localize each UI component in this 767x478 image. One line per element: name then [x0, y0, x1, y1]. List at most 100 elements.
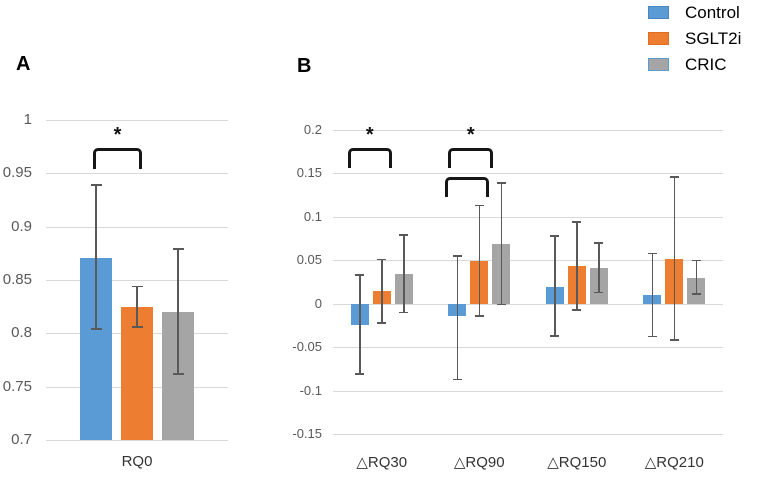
x-category-label: △RQ90	[453, 454, 505, 471]
y-tick-label: 0.9	[11, 217, 32, 235]
y-tick-label: 0.15	[296, 165, 322, 181]
y-tick-label: 0.05	[296, 252, 322, 268]
error-bar	[381, 259, 383, 323]
error-bar-cap	[131, 285, 143, 288]
significance-star: *	[365, 124, 374, 146]
legend-swatch-sglt2i-icon	[648, 32, 669, 45]
error-bar-cap	[172, 248, 184, 250]
panel-b-label: B	[297, 55, 312, 77]
significance-bracket	[445, 177, 490, 197]
gridline	[333, 303, 723, 305]
error-bar-cap	[474, 315, 484, 317]
legend: Control SGLT2i CRIC	[648, 3, 741, 81]
error-bar-cap	[355, 274, 365, 276]
gridline	[333, 260, 723, 262]
legend-item-sglt2i: SGLT2i	[648, 29, 741, 48]
bar-sglt2i-c0	[121, 306, 153, 440]
error-bar-cap	[496, 303, 506, 306]
gridline	[333, 434, 723, 435]
error-bar-cap	[594, 242, 604, 244]
error-bar	[554, 235, 556, 336]
error-bar	[673, 176, 675, 341]
gridline	[333, 347, 723, 349]
error-bar-cap	[572, 309, 582, 311]
y-tick-label: 0.95	[2, 164, 32, 182]
y-tick-label: 0.7	[11, 431, 32, 448]
gridline	[46, 440, 228, 441]
error-bar-cap	[550, 335, 560, 337]
y-tick-label: -0.1	[299, 382, 322, 398]
gridline	[333, 216, 723, 218]
legend-label-cric: CRIC	[685, 55, 727, 74]
error-bar-cap	[594, 291, 604, 294]
legend-swatch-control-icon	[648, 6, 669, 19]
error-bar-cap	[452, 255, 462, 257]
legend-label-sglt2i: SGLT2i	[685, 29, 742, 48]
legend-swatch-cric-icon	[648, 58, 669, 71]
y-tick-label: 0	[314, 295, 322, 311]
legend-item-cric: CRIC	[648, 55, 741, 74]
x-category-label: RQ0	[121, 453, 153, 470]
error-bar	[500, 182, 502, 305]
gridline	[46, 280, 228, 281]
error-bar-cap	[90, 328, 102, 330]
x-category-label: △RQ150	[547, 454, 607, 471]
y-tick-label: 0.1	[303, 208, 322, 224]
y-tick-label: -0.15	[292, 426, 322, 441]
error-bar-cap	[550, 235, 560, 237]
significance-star: *	[466, 124, 475, 146]
error-bar-cap	[172, 373, 184, 375]
error-bar	[651, 253, 653, 337]
gridline	[46, 120, 228, 121]
significance-bracket	[448, 148, 494, 168]
y-tick-label: 0.2	[303, 122, 322, 137]
gridline	[46, 226, 228, 228]
error-bar-cap	[377, 258, 387, 261]
significance-star: *	[113, 124, 122, 146]
error-bar-cap	[669, 339, 679, 341]
error-bar-cap	[669, 176, 679, 178]
error-bar	[177, 249, 179, 374]
x-category-label: △RQ210	[644, 454, 704, 471]
error-bar	[456, 255, 458, 380]
gridline	[46, 173, 228, 175]
error-bar-cap	[90, 184, 102, 186]
error-bar-cap	[355, 373, 365, 375]
y-tick-label: 0.8	[11, 324, 32, 342]
error-bar-cap	[131, 326, 143, 328]
significance-bracket	[347, 148, 392, 168]
error-bar-cap	[496, 182, 506, 184]
error-bar-cap	[691, 259, 701, 262]
legend-label-control: Control	[685, 3, 740, 22]
gridline	[333, 390, 723, 392]
y-tick-label: 0.85	[2, 271, 32, 288]
panel-a-label: A	[16, 53, 31, 75]
gridline	[333, 130, 723, 131]
x-category-label: △RQ30	[356, 454, 408, 471]
gridline	[333, 173, 723, 175]
error-bar-cap	[691, 293, 701, 295]
error-bar-cap	[474, 204, 484, 207]
error-bar	[598, 242, 600, 293]
error-bar	[95, 185, 97, 330]
error-bar-cap	[452, 378, 462, 381]
error-bar-cap	[377, 322, 387, 324]
error-bar	[136, 286, 138, 327]
y-tick-label: 0.75	[2, 377, 32, 395]
error-bar	[576, 222, 578, 310]
significance-bracket	[93, 148, 142, 169]
y-tick-label: 1	[23, 111, 32, 128]
error-bar-cap	[399, 311, 409, 314]
error-bar	[359, 275, 361, 375]
error-bar-cap	[647, 252, 657, 255]
error-bar-cap	[399, 234, 409, 236]
error-bar	[478, 205, 480, 316]
legend-item-control: Control	[648, 3, 741, 22]
error-bar-cap	[572, 221, 582, 223]
y-tick-label: -0.05	[292, 339, 322, 355]
error-bar	[695, 260, 697, 295]
error-bar	[403, 235, 405, 313]
